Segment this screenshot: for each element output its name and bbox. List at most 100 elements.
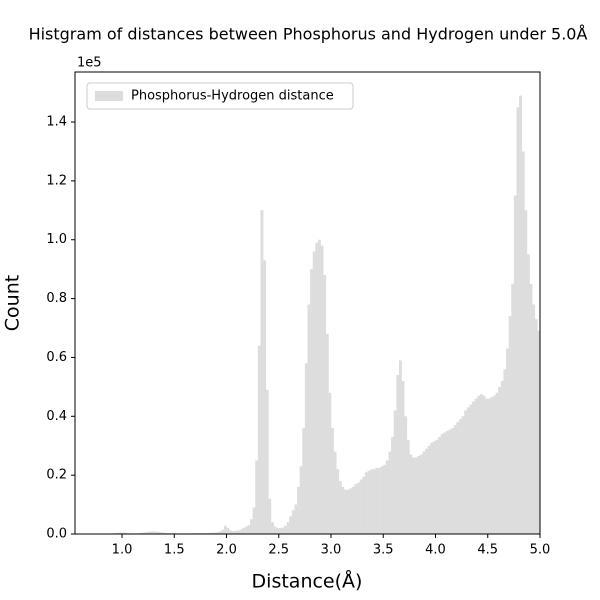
histogram-bar — [257, 345, 261, 534]
histogram-bar — [116, 532, 120, 534]
histogram-bar — [406, 439, 410, 534]
histogram-bar — [286, 522, 290, 534]
histogram-bar — [422, 451, 426, 534]
histogram-bar — [289, 516, 293, 534]
histogram-bar — [409, 454, 413, 534]
histogram-bar — [485, 398, 489, 534]
histogram-bar — [378, 467, 381, 534]
histogram-bar — [142, 532, 146, 534]
histogram-bar — [260, 210, 264, 534]
histogram-bar — [411, 457, 415, 534]
histogram-bar — [401, 380, 405, 534]
histogram-bar — [119, 532, 123, 534]
histogram-bar — [367, 470, 371, 534]
histogram-bar — [325, 333, 329, 534]
histogram-bar — [464, 410, 468, 534]
histogram-bar — [265, 389, 269, 534]
histogram-bar — [231, 531, 235, 534]
histogram-bar — [453, 425, 457, 534]
histogram-bar — [344, 489, 347, 534]
histogram-bar — [398, 360, 402, 534]
histogram-bar — [425, 448, 428, 534]
histogram-bar — [362, 476, 366, 534]
histogram-bar — [317, 239, 321, 534]
histogram-bar — [223, 525, 227, 534]
histogram-bar — [364, 472, 368, 534]
x-tick-label: 1.0 — [112, 543, 133, 558]
histogram-bar — [221, 529, 225, 534]
histogram-bar — [281, 527, 285, 534]
plot-frame — [74, 71, 541, 535]
histogram-bar — [503, 369, 507, 534]
x-tick-label: 1.5 — [164, 543, 185, 558]
histogram-bar — [469, 404, 473, 534]
histogram-bar — [213, 532, 217, 534]
histogram-bar — [270, 522, 274, 534]
histogram-bar — [208, 532, 212, 534]
histogram-bar — [349, 488, 353, 534]
histogram-bar — [534, 319, 538, 534]
histogram-bar — [263, 260, 267, 534]
histogram-bar — [385, 460, 389, 534]
histogram-bar — [150, 531, 154, 534]
histogram-bar — [513, 195, 517, 535]
histogram-bar — [216, 532, 219, 534]
x-tick-label: 4.5 — [477, 543, 498, 558]
histogram-bar — [140, 532, 144, 534]
legend-swatch — [95, 91, 123, 101]
histogram-bar — [346, 489, 350, 534]
histogram-bar — [302, 428, 306, 534]
histogram-bar — [461, 416, 465, 534]
histogram-bar — [153, 531, 157, 534]
y-axis-label: Count — [2, 275, 24, 331]
histogram-bar — [357, 482, 361, 534]
histogram-bar — [432, 441, 436, 534]
histogram-bar — [524, 210, 528, 534]
y-tick-label: 0.2 — [46, 468, 67, 483]
y-tick-label: 0.0 — [46, 527, 67, 542]
histogram-bar — [529, 283, 533, 534]
histogram-bar — [155, 531, 159, 534]
x-tick-label: 3.0 — [321, 543, 342, 558]
y-tick-label: 1.2 — [46, 173, 67, 188]
y-tick-label: 0.4 — [46, 409, 67, 424]
chart-title: Histgram of distances between Phosphorus… — [29, 25, 588, 44]
histogram-bar — [333, 451, 337, 534]
histogram-bar — [500, 380, 504, 534]
histogram-bar — [161, 532, 165, 534]
histogram-bar — [124, 532, 128, 534]
histogram-bar — [479, 394, 483, 534]
histogram-bar — [445, 431, 449, 534]
histogram-bar — [304, 363, 308, 534]
histogram-bar — [375, 467, 379, 534]
y-tick-label: 0.8 — [46, 291, 67, 306]
histogram-bar — [315, 242, 319, 534]
histogram-bar — [391, 436, 395, 534]
histogram-bar — [511, 283, 515, 534]
histogram-bar — [414, 457, 418, 534]
histogram-bar — [341, 486, 345, 534]
histogram-bar — [310, 269, 314, 534]
histogram-bar — [526, 254, 530, 534]
y-tick-label: 1.4 — [46, 115, 67, 130]
y-tick-label: 0.6 — [46, 350, 67, 365]
histogram-bar — [328, 392, 332, 534]
y-offset-label: 1e5 — [77, 56, 102, 71]
histogram-bar — [440, 433, 444, 534]
histogram-bar — [210, 532, 214, 534]
histogram-bar — [474, 398, 478, 534]
histogram-bar — [351, 486, 355, 534]
histogram-bar — [521, 151, 525, 535]
x-tick-label: 2.5 — [268, 543, 289, 558]
x-axis-label: Distance(Å) — [252, 570, 363, 593]
histogram-bar — [255, 460, 259, 534]
x-tick-label: 3.5 — [373, 543, 394, 558]
x-tick-label: 5.0 — [530, 543, 551, 558]
histogram-bar — [226, 528, 230, 534]
histogram-bar — [291, 510, 295, 534]
histogram-bar — [388, 451, 392, 534]
histogram-bar — [250, 519, 253, 534]
histogram-bar — [331, 428, 334, 534]
histogram-bar — [532, 304, 536, 534]
histogram-bar — [320, 245, 324, 534]
